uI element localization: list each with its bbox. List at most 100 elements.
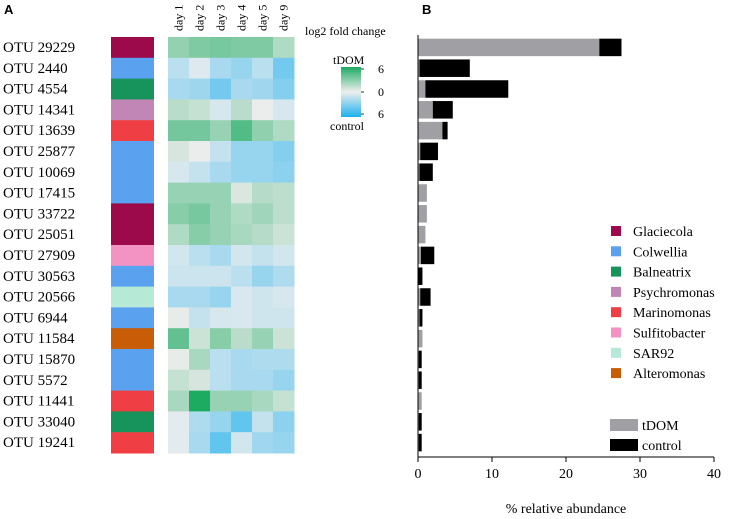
heatmap-cell — [168, 245, 190, 267]
heatmap-cell — [252, 141, 274, 163]
otu-label: OTU 2440 — [3, 61, 68, 77]
heatmap-cell — [168, 328, 190, 350]
heatmap-cell — [252, 349, 274, 371]
genus-color-cell — [111, 265, 154, 288]
bar-segment-control — [420, 246, 435, 265]
heatmap-cell — [210, 432, 232, 454]
scale-bottom-label: control — [330, 119, 365, 133]
heatmap-cell — [168, 286, 190, 308]
bar-segment-control — [420, 288, 431, 306]
scale-tick-label: 6 — [378, 107, 384, 121]
bar-chart-panel: 0 10 20 30 40 % relative abundance tDOM control — [415, 35, 721, 517]
otu-label: OTU 15870 — [3, 352, 75, 368]
genus-color-cell — [111, 245, 154, 267]
genus-color-cell — [111, 99, 154, 121]
heatmap-cell — [210, 57, 232, 80]
bar-segment-tDOM — [418, 288, 421, 306]
genus-legend-swatch — [611, 226, 621, 236]
genus-color-cell — [111, 224, 154, 246]
heatmap-cell — [231, 265, 253, 288]
heatmap-cell — [231, 57, 253, 80]
bar-segment-tDOM — [418, 59, 420, 77]
bar-segment-tDOM — [418, 392, 422, 410]
heatmap-cell — [168, 411, 190, 433]
heatmap-cell — [210, 120, 232, 142]
genus-legend-label: Psychromonas — [633, 286, 715, 301]
otu-label: OTU 33040 — [3, 414, 75, 430]
heatmap-cell — [168, 432, 190, 454]
genus-color-cell — [111, 182, 154, 204]
bar-legend-label: tDOM — [642, 419, 679, 434]
bar-segment-control — [418, 267, 423, 285]
heatmap-cell — [252, 369, 274, 392]
bar-segment-control — [418, 413, 422, 431]
bar-segment-tDOM — [418, 246, 421, 265]
heatmap-cell — [189, 224, 211, 246]
otu-label: OTU 27909 — [3, 248, 75, 264]
scale-tick-label: 0 — [378, 85, 384, 99]
heatmap-cell — [231, 411, 253, 433]
heatmap-cell — [273, 349, 295, 371]
heatmap-cell — [273, 307, 295, 329]
heatmap-cell — [252, 99, 274, 121]
bar-segment-tDOM — [418, 205, 427, 223]
otu-label: OTU 11441 — [3, 394, 75, 410]
bar-legend-swatch — [610, 439, 638, 451]
genus-color-cell — [111, 432, 154, 454]
heatmap-cell — [231, 141, 253, 163]
heatmap-cell — [168, 141, 190, 163]
genus-color-cell — [111, 57, 154, 80]
heatmap-cell — [189, 349, 211, 371]
bar-segment-control — [432, 101, 453, 119]
heatmap-cell — [273, 286, 295, 308]
heatmap-cell — [210, 141, 232, 163]
bar-segment-tDOM — [418, 121, 443, 140]
heatmap-cell — [252, 37, 274, 59]
scale-gradient-bar — [341, 67, 361, 117]
heatmap-cell — [231, 120, 253, 142]
panel-label-b: B — [422, 2, 431, 17]
heatmap-cell — [168, 182, 190, 204]
heatmap-cell — [168, 99, 190, 121]
heatmap-cell — [231, 224, 253, 246]
bar-segment-tDOM — [418, 163, 420, 181]
heatmap-cell — [273, 245, 295, 267]
bar-segment-tDOM — [418, 225, 426, 244]
heatmap-cell — [189, 245, 211, 267]
heatmap-cell — [252, 224, 274, 246]
otu-label: OTU 20566 — [3, 290, 76, 306]
otu-label: OTU 13639 — [3, 123, 75, 139]
otu-label: OTU 6944 — [3, 310, 68, 326]
heatmap-cell — [252, 390, 274, 412]
genus-color-cell — [111, 390, 154, 412]
heatmap-cell — [168, 265, 190, 288]
heatmap-cell — [189, 265, 211, 288]
heatmap-cell — [168, 307, 190, 329]
genus-legend-label: Glaciecola — [633, 225, 694, 240]
genus-color-cell — [111, 203, 154, 225]
heatmap-cell — [210, 307, 232, 329]
heatmap-cell — [273, 328, 295, 350]
heatmap-cell — [231, 37, 253, 59]
genus-legend-swatch — [611, 246, 621, 257]
genus-color-cell — [111, 141, 154, 163]
x-tick-label: 10 — [485, 467, 499, 482]
otu-label: OTU 25051 — [3, 227, 75, 243]
genus-legend-swatch — [611, 327, 621, 338]
heatmap-cell — [189, 37, 211, 59]
heatmap-cell — [210, 78, 232, 100]
genus-legend-label: Alteromonas — [633, 367, 705, 382]
heatmap-cell — [273, 224, 295, 246]
heatmap-cell — [189, 328, 211, 350]
heatmap-cell — [210, 390, 232, 412]
bar-segment-control — [442, 121, 448, 140]
bar-segment-control — [419, 309, 423, 327]
genus-legend-label: Marinomonas — [633, 306, 711, 321]
genus-color-cell — [111, 369, 154, 392]
heatmap-cell — [231, 286, 253, 308]
genus-color-cell — [111, 349, 154, 371]
heatmap-cell — [189, 120, 211, 142]
genus-color-cell — [111, 78, 154, 100]
heatmap-cell — [210, 37, 232, 59]
panel-label-a: A — [4, 2, 14, 17]
